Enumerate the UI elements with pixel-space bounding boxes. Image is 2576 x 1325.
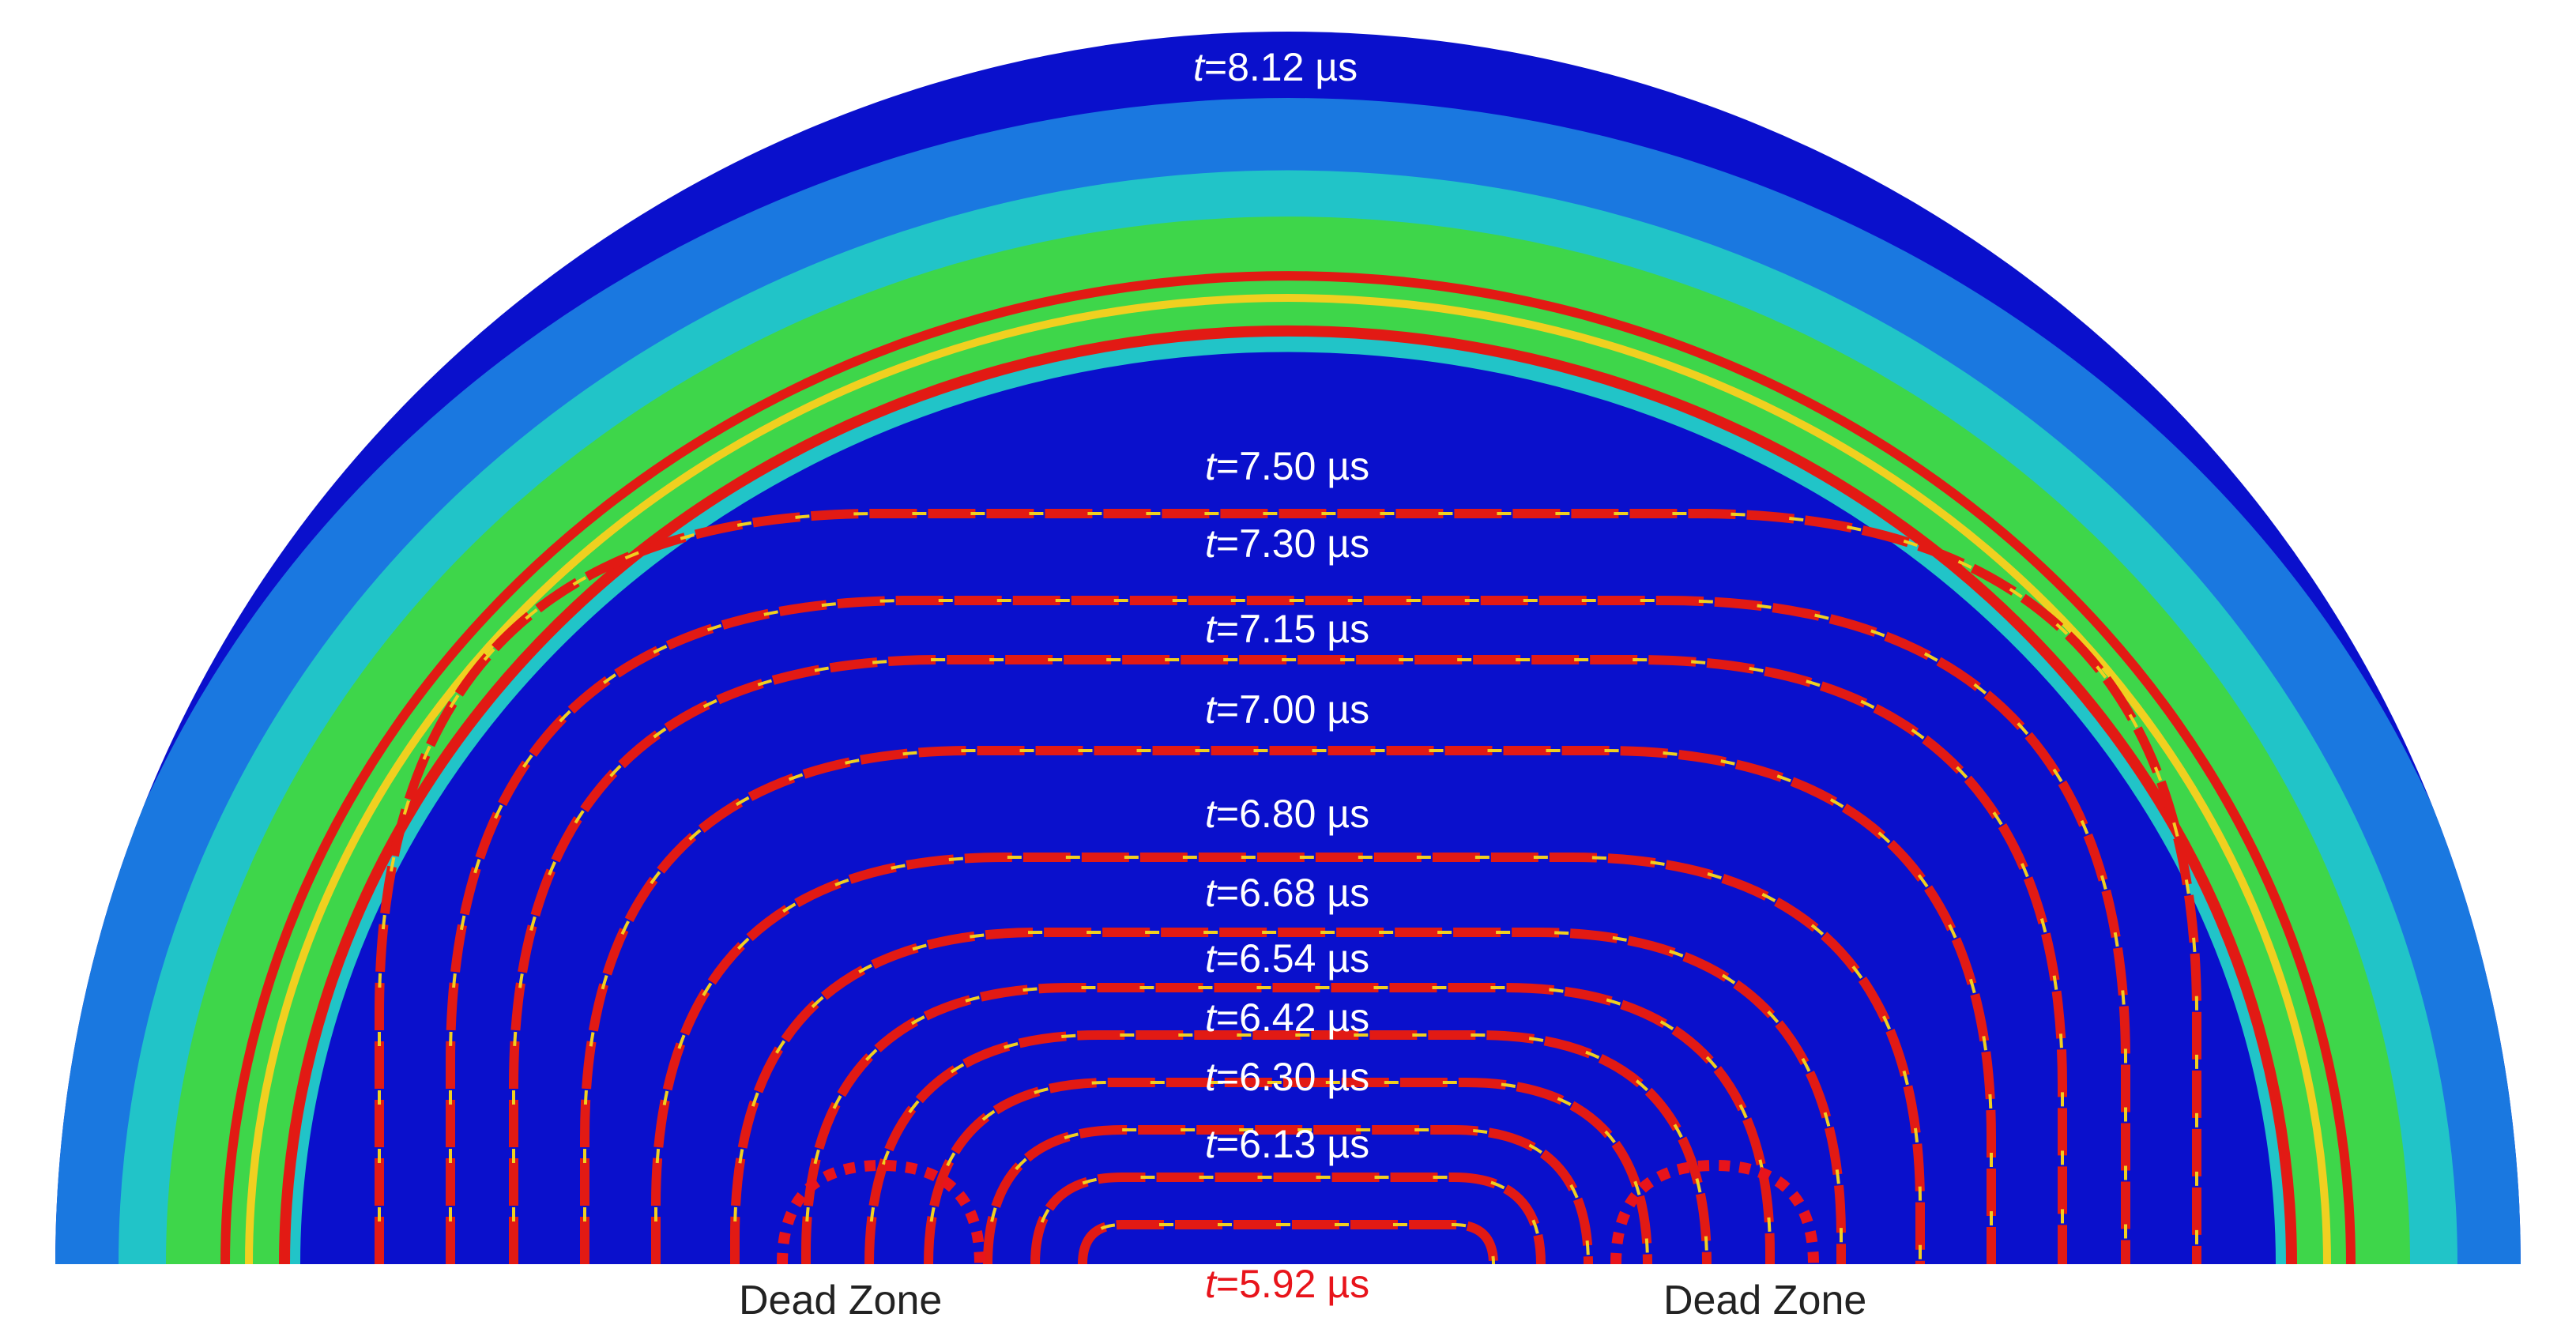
- label-outer-time: t=8.12 µs: [1193, 45, 1358, 89]
- label-front-8: t=6.42 µs: [1205, 996, 1369, 1040]
- dead-zone-label-right: Dead Zone: [1663, 1278, 1866, 1323]
- dome-region: [55, 32, 2521, 1264]
- wavefront-highlight-3: [512, 658, 2064, 1264]
- wavefront-ring-6: [730, 928, 1846, 1264]
- label-front-6: t=6.68 µs: [1205, 871, 1369, 915]
- wavefront-ring-4: [580, 746, 1996, 1264]
- wavefront-highlight-5: [654, 856, 1922, 1264]
- wavefront-highlight-9: [927, 1081, 1649, 1264]
- wavefront-ring-11: [1030, 1173, 1546, 1264]
- wavefront-ring-5: [651, 853, 1925, 1264]
- wavefront-highlight-10: [986, 1128, 1590, 1264]
- wavefront-highlight-7: [804, 986, 1772, 1264]
- label-front-5: t=6.80 µs: [1205, 792, 1369, 836]
- outer-band-layer-4: [279, 325, 2297, 1264]
- label-front-2: t=7.30 µs: [1205, 521, 1369, 566]
- outer-band-layer-6: [220, 271, 2356, 1264]
- label-front-10: t=6.13 µs: [1205, 1122, 1369, 1166]
- label-initial-time: t=5.92 µs: [1205, 1262, 1369, 1306]
- wavefront-highlight-1: [378, 512, 2198, 1264]
- wavefront-ring-7: [801, 983, 1775, 1264]
- wavefront-highlight-2: [449, 599, 2127, 1264]
- wavefront-highlight-11: [1034, 1176, 1542, 1264]
- wavefront-highlight-4: [583, 749, 1993, 1264]
- label-front-1: t=7.50 µs: [1205, 444, 1369, 488]
- dead-zone-label-left: Dead Zone: [739, 1278, 942, 1323]
- wavefront-ring-8: [864, 1030, 1712, 1264]
- front-labels: t=7.50 µs t=7.30 µs t=7.15 µs t=7.00 µs …: [1205, 444, 1369, 1166]
- wavefront-highlight-12: [1081, 1223, 1495, 1264]
- outer-band-layer-5: [245, 294, 2331, 1264]
- wavefront-rings: [375, 509, 2201, 1264]
- label-front-9: t=6.30 µs: [1205, 1055, 1369, 1099]
- label-front-7: t=6.54 µs: [1205, 936, 1369, 981]
- label-front-4: t=7.00 µs: [1205, 687, 1369, 732]
- outer-wave-band: [55, 98, 2521, 1264]
- label-front-3: t=7.15 µs: [1205, 607, 1369, 651]
- wavefront-ring-1: [375, 509, 2201, 1264]
- wavefront-ring-12: [1078, 1220, 1498, 1264]
- wavefront-ring-10: [983, 1125, 1593, 1264]
